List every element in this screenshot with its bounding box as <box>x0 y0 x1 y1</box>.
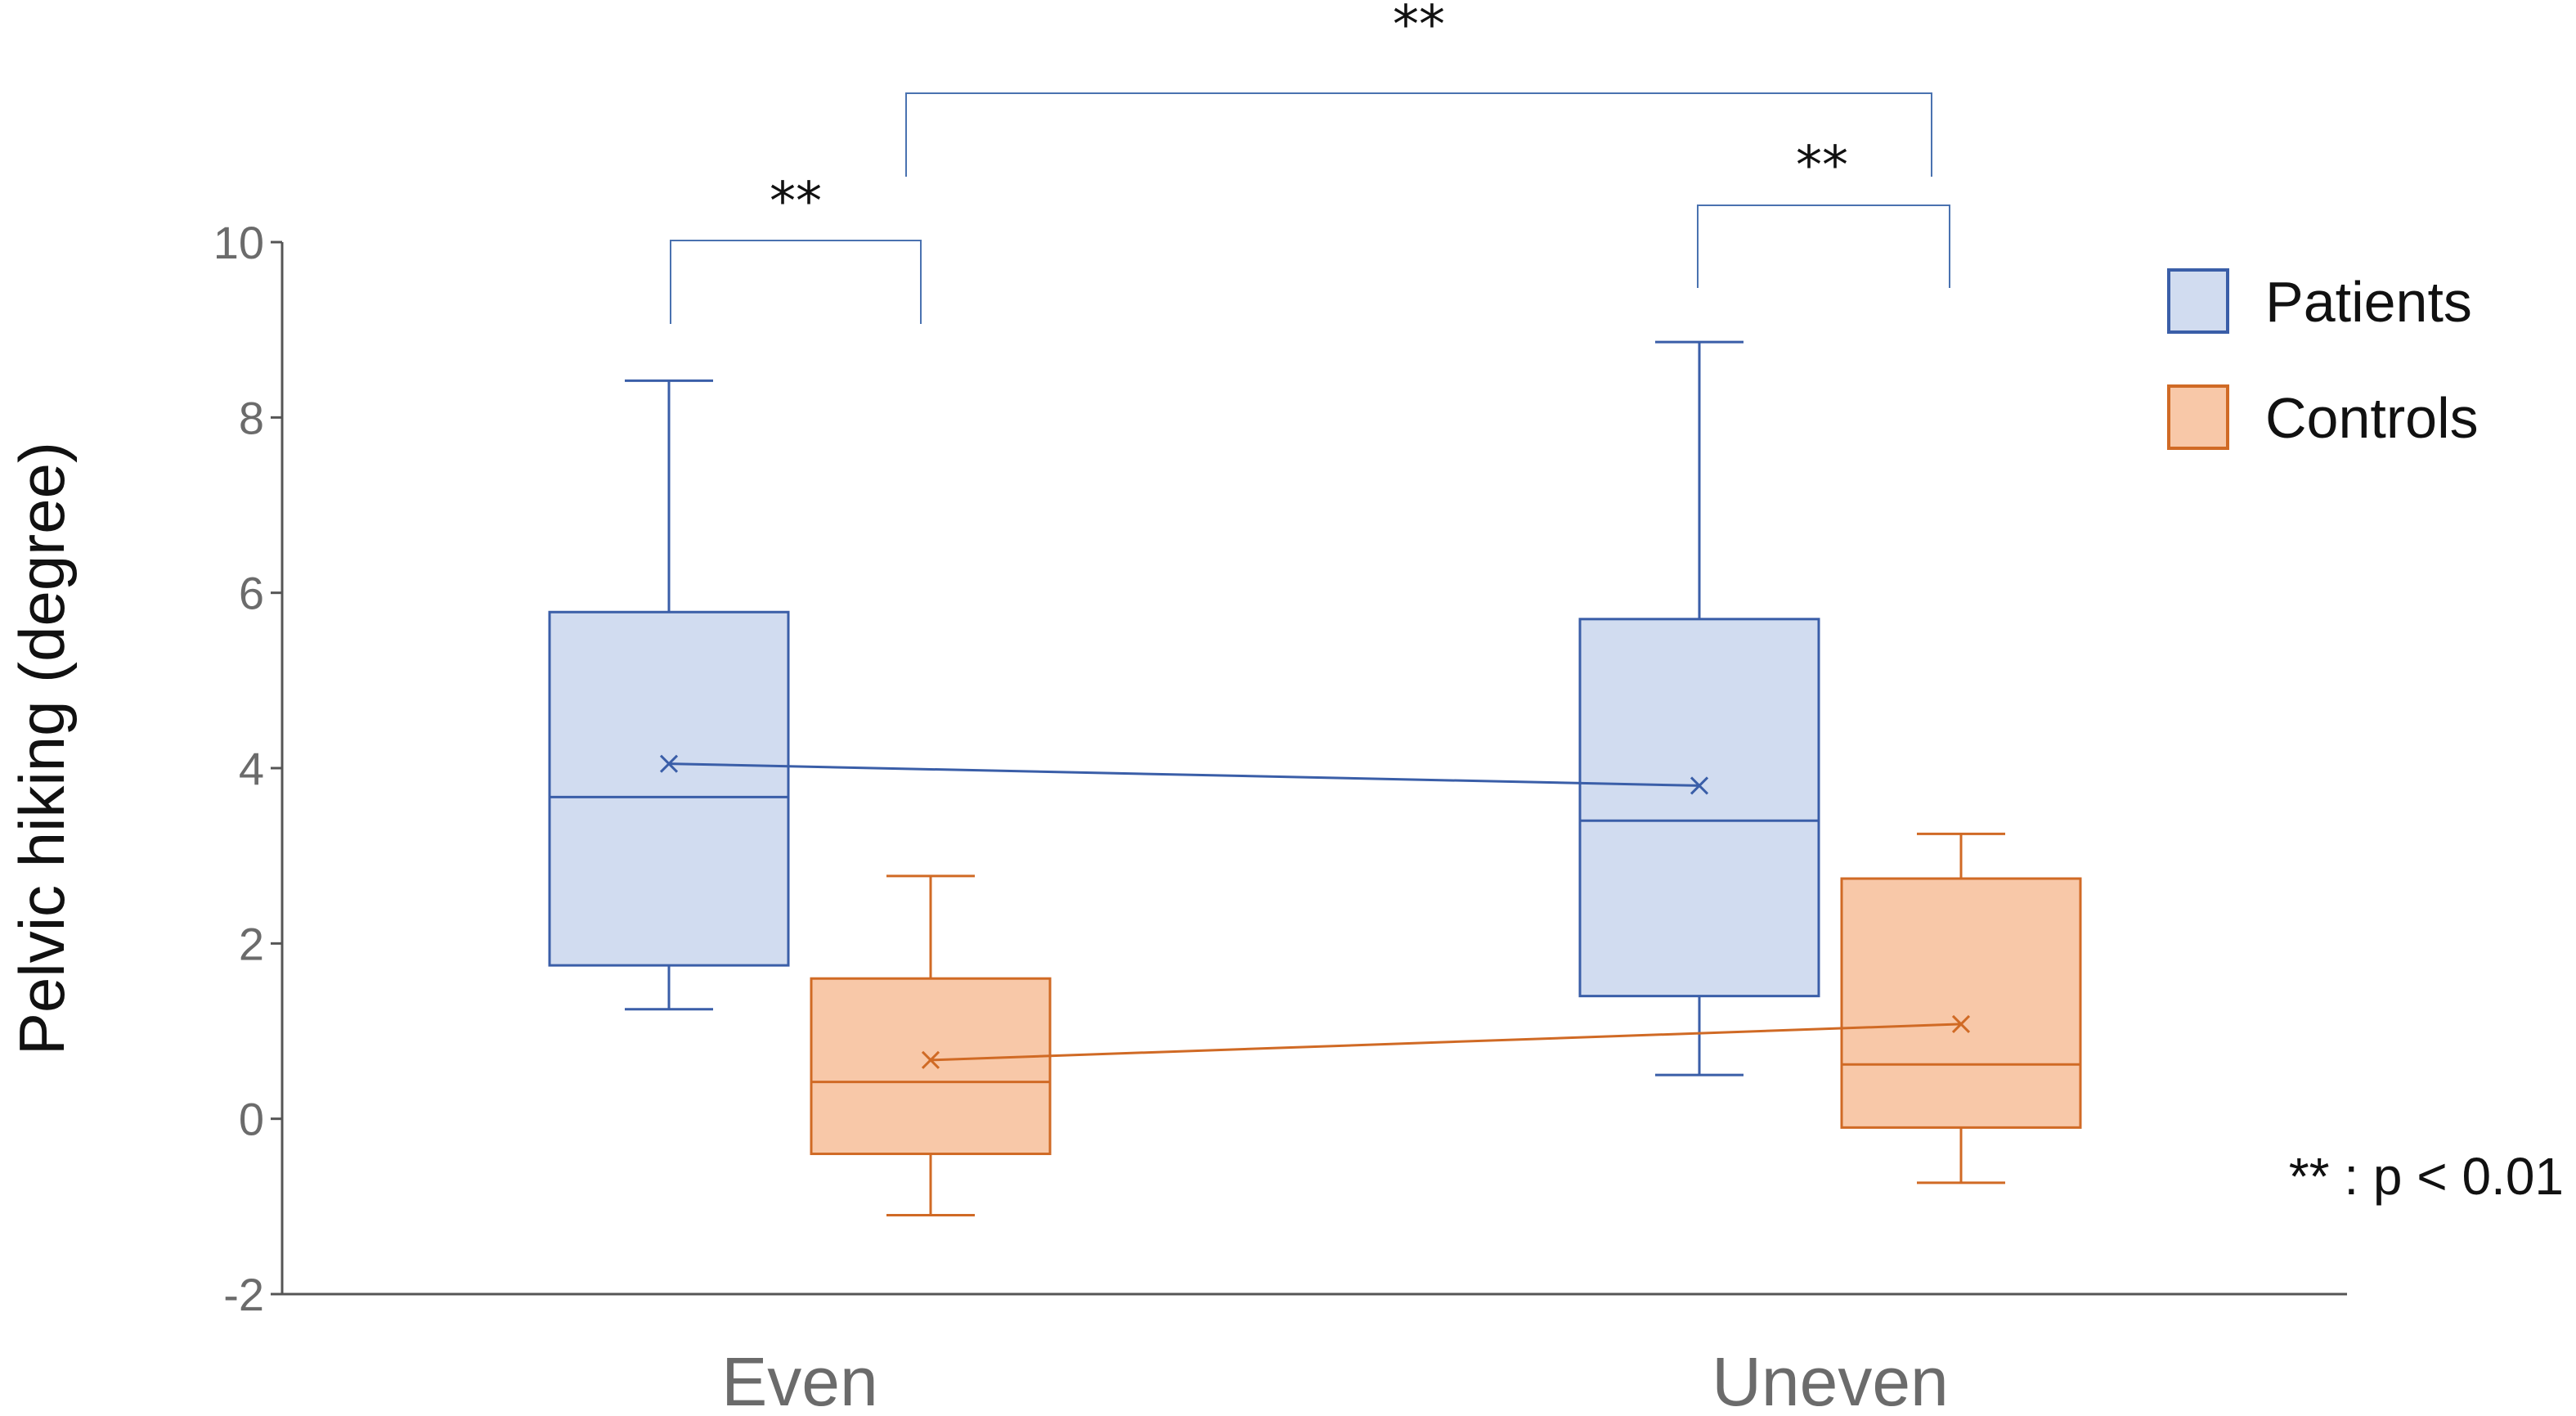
bracket-line <box>905 92 1932 177</box>
bracket-uneven: ** <box>1697 136 1950 288</box>
legend-label: Controls <box>2265 386 2479 450</box>
y-tick-label: -2 <box>223 1269 264 1320</box>
legend-label: Patients <box>2265 270 2472 334</box>
significance-label: ** <box>770 172 822 232</box>
box-patients-uneven <box>1578 340 1820 1077</box>
y-tick-label: 8 <box>239 392 264 443</box>
y-axis-label: Pelvic hiking (degree) <box>6 442 78 1055</box>
box-iqr <box>548 610 790 967</box>
legend-swatch <box>2167 268 2229 334</box>
y-tick-label: 0 <box>239 1094 264 1145</box>
box-patients-even <box>548 379 790 1011</box>
mean-line-patients <box>668 762 1700 787</box>
bracket-even: ** <box>670 172 922 324</box>
x-category-label: Even <box>721 1343 877 1416</box>
y-tick-label: 2 <box>239 918 264 969</box>
bracket-line <box>1697 205 1950 288</box>
bracket-even-vs-uneven: ** <box>905 0 1932 177</box>
x-category-labels: Even Uneven <box>721 1343 1949 1416</box>
bracket-line <box>670 240 922 324</box>
y-tick-label: 6 <box>239 568 264 619</box>
significance-note: ** : p < 0.01 <box>2289 1147 2564 1206</box>
legend-item-patients: Patients <box>2167 268 2472 334</box>
mean-lines <box>668 762 1962 1062</box>
significance-brackets: ** ** ** <box>670 0 1950 324</box>
box-iqr <box>810 977 1052 1156</box>
legend-item-controls: Controls <box>2167 384 2479 450</box>
legend: Patients Controls <box>2167 268 2479 450</box>
boxes <box>548 340 2082 1217</box>
y-tick-labels: -2 0 2 4 6 8 10 <box>213 217 282 1320</box>
box-controls-even <box>810 874 1052 1217</box>
legend-swatch <box>2167 384 2229 450</box>
y-tick-label: 10 <box>213 217 264 268</box>
y-tick-label: 4 <box>239 743 264 794</box>
significance-label: ** <box>1393 0 1445 56</box>
x-category-label: Uneven <box>1712 1343 1949 1416</box>
significance-label: ** <box>1796 136 1848 196</box>
box-iqr <box>1840 877 2082 1129</box>
box-iqr <box>1578 618 1820 998</box>
box-controls-uneven <box>1840 832 2082 1184</box>
mean-line-controls <box>930 1023 1962 1062</box>
